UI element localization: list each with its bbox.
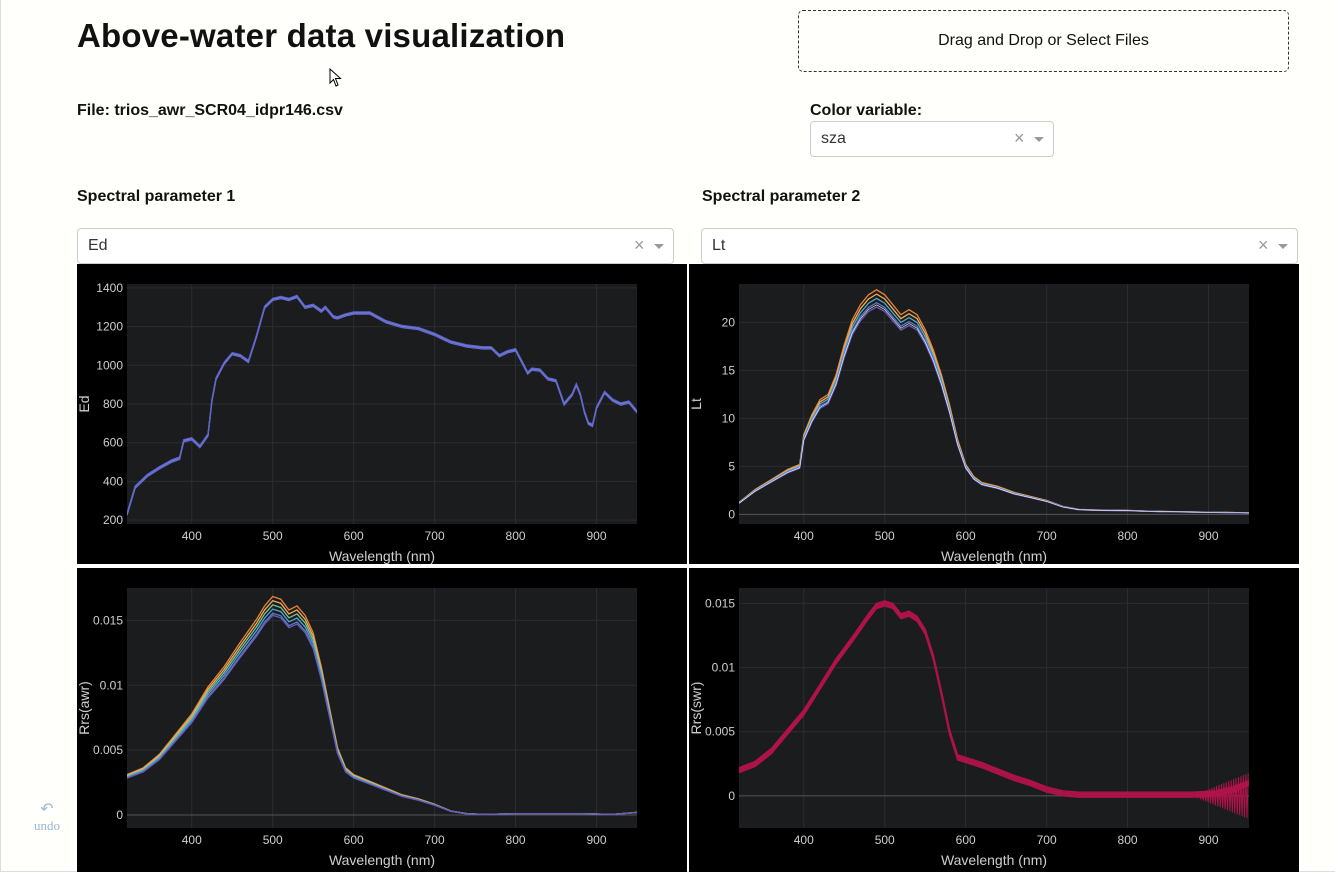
- x-tick-label: 500: [263, 529, 283, 543]
- x-tick-label: 800: [1118, 529, 1138, 543]
- rrs-awr-series-line: [127, 614, 637, 816]
- x-tick-label: 600: [344, 833, 364, 847]
- spectral-parameter-2-value: Lt: [712, 237, 726, 254]
- x-tick-label: 800: [506, 833, 526, 847]
- y-tick-label: 800: [103, 397, 123, 411]
- y-tick-label: 5: [728, 459, 735, 473]
- x-axis-label: Wavelength (nm): [941, 548, 1047, 564]
- x-tick-label: 600: [956, 833, 976, 847]
- y-tick-label: 1000: [96, 358, 123, 372]
- y-tick-label: 600: [103, 436, 123, 450]
- y-tick-label: 1200: [96, 320, 123, 334]
- spectral-parameter-2-label: Spectral parameter 2: [702, 188, 861, 205]
- ed-chart: 400 500 600 700 800 900 200 400 600 800 1000 1200 14…: [77, 281, 637, 564]
- file-name-label: File: trios_awr_SCR04_idpr146.csv: [77, 102, 343, 119]
- chevron-down-icon[interactable]: [1034, 137, 1044, 142]
- y-tick-label: 0: [728, 507, 735, 521]
- rrs-swr-series-line: [739, 600, 1249, 793]
- y-axis-label: Lt: [689, 398, 704, 410]
- x-tick-label: 600: [344, 529, 364, 543]
- spectral-parameter-2-select[interactable]: Lt ×: [701, 228, 1298, 264]
- x-tick-label: 500: [875, 833, 895, 847]
- plot-ed[interactable]: 400 500 600 700 800 900 200 400 600 800 1000 1200 14…: [77, 264, 687, 564]
- y-tick-label: 10: [722, 411, 736, 425]
- series-group: [739, 289, 1249, 514]
- plot-area: [127, 588, 637, 828]
- x-tick-label: 700: [425, 833, 445, 847]
- x-tick-label: 800: [1118, 833, 1138, 847]
- y-axis-label: Rrs(awr): [77, 681, 92, 735]
- plot-lt[interactable]: 400 500 600 700 800 900 0 5 10 15 20 Wavelength (nm…: [689, 264, 1299, 564]
- spectral-parameter-1-select[interactable]: Ed ×: [77, 228, 674, 264]
- y-tick-label: 0.015: [93, 613, 123, 627]
- chevron-down-icon[interactable]: [654, 244, 664, 249]
- series-group: [739, 600, 1249, 819]
- y-tick-label: 20: [722, 315, 736, 329]
- upload-label: Drag and Drop or Select Files: [938, 32, 1149, 49]
- color-variable-select[interactable]: sza ×: [810, 121, 1054, 157]
- y-tick-label: 0.01: [712, 661, 736, 675]
- series-group: [127, 294, 637, 516]
- chevron-down-icon[interactable]: [1278, 244, 1288, 249]
- color-variable-label: Color variable:: [810, 102, 923, 119]
- page-title: Above-water data visualization: [77, 17, 566, 54]
- x-tick-label: 400: [182, 529, 202, 543]
- lt-chart: 400 500 600 700 800 900 0 5 10 15 20 Wavelength (nm…: [689, 284, 1249, 564]
- x-tick-label: 900: [587, 833, 607, 847]
- y-tick-label: 400: [103, 474, 123, 488]
- x-tick-label: 400: [182, 833, 202, 847]
- x-tick-label: 400: [794, 833, 814, 847]
- y-tick-label: 0.01: [100, 678, 124, 692]
- x-axis-label: Wavelength (nm): [329, 852, 435, 868]
- rrs-swr-noise-line: [1192, 773, 1249, 819]
- undo-button[interactable]: ↶ undo: [30, 802, 64, 834]
- pointer-cursor-icon: [329, 68, 342, 87]
- x-tick-label: 900: [1199, 833, 1219, 847]
- y-tick-label: 0: [116, 808, 123, 822]
- x-axis-label: Wavelength (nm): [941, 852, 1047, 868]
- ed-series-line: [127, 294, 637, 514]
- y-tick-label: 0.005: [93, 743, 123, 757]
- y-tick-label: 200: [103, 513, 123, 527]
- y-tick-label: 1400: [96, 281, 123, 295]
- clear-icon[interactable]: ×: [634, 235, 645, 255]
- y-tick-label: 0.005: [705, 725, 735, 739]
- x-tick-label: 900: [587, 529, 607, 543]
- plot-rrs-awr[interactable]: 400 500 600 700 800 900 0 0.005 0.01 0.015 Wavelen…: [77, 568, 687, 872]
- undo-label: undo: [34, 818, 60, 833]
- x-tick-label: 500: [875, 529, 895, 543]
- file-upload-dropzone[interactable]: Drag and Drop or Select Files: [798, 10, 1289, 72]
- lt-series-line: [739, 304, 1249, 514]
- spectral-parameter-1-value: Ed: [88, 237, 108, 254]
- x-tick-label: 600: [956, 529, 976, 543]
- x-tick-label: 900: [1199, 529, 1219, 543]
- undo-icon: ↶: [40, 801, 54, 818]
- y-axis-label: Ed: [77, 395, 92, 412]
- color-variable-value: sza: [821, 130, 846, 147]
- x-axis-label: Wavelength (nm): [329, 548, 435, 564]
- x-tick-label: 700: [1037, 833, 1057, 847]
- y-axis-label: Rrs(swr): [689, 682, 704, 735]
- x-tick-label: 700: [425, 529, 445, 543]
- y-tick-label: 15: [722, 363, 736, 377]
- plot-area: [739, 588, 1249, 828]
- x-tick-label: 500: [263, 833, 283, 847]
- rrs-awr-chart: 400 500 600 700 800 900 0 0.005 0.01 0.015 Wavelen…: [77, 588, 637, 868]
- spectral-parameter-1-label: Spectral parameter 1: [77, 188, 236, 205]
- clear-icon[interactable]: ×: [1258, 235, 1269, 255]
- x-tick-label: 700: [1037, 529, 1057, 543]
- series-group: [127, 595, 637, 816]
- x-tick-label: 800: [506, 529, 526, 543]
- y-tick-label: 0: [728, 789, 735, 803]
- x-tick-label: 400: [794, 529, 814, 543]
- y-tick-label: 0.015: [705, 596, 735, 610]
- clear-icon[interactable]: ×: [1014, 128, 1025, 148]
- rrs-swr-chart: 400 500 600 700 800 900 0 0.005 0.01 0.015 Wavelen…: [689, 588, 1249, 868]
- plot-rrs-swr[interactable]: 400 500 600 700 800 900 0 0.005 0.01 0.015 Wavelen…: [689, 568, 1299, 872]
